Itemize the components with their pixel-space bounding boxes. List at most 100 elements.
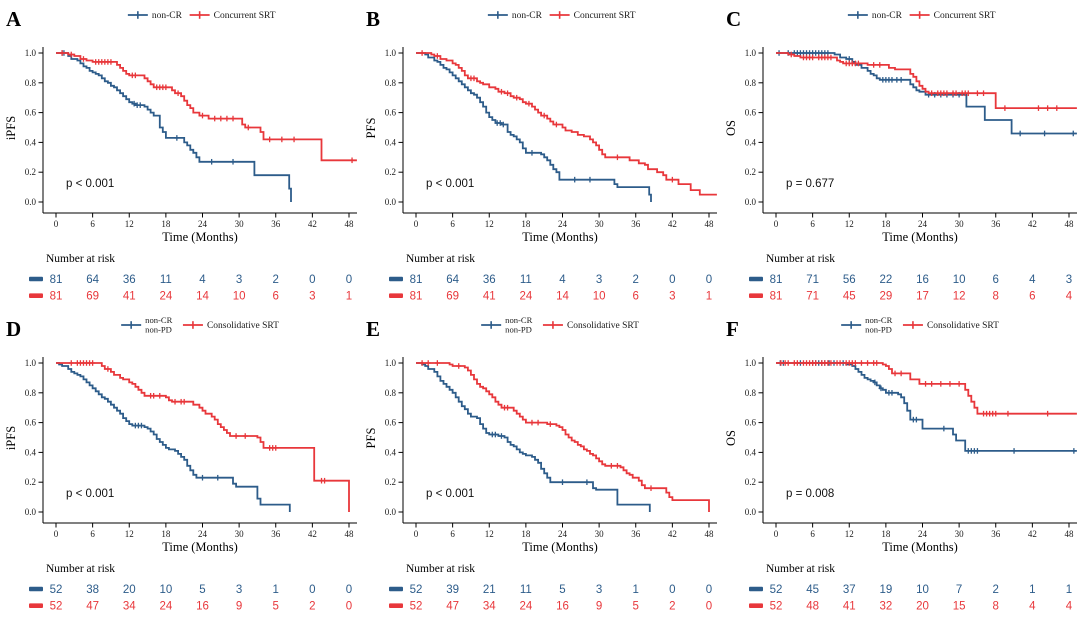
risk-count: 16 — [556, 601, 569, 613]
x-tick-label: 30 — [595, 219, 605, 229]
y-tick-label: 0.2 — [385, 477, 396, 487]
x-tick-label: 42 — [308, 529, 317, 539]
y-tick-label: 0.6 — [385, 418, 397, 428]
risk-count: 10 — [953, 274, 966, 286]
risk-count: 52 — [770, 601, 783, 613]
y-tick-label: 0.6 — [745, 418, 757, 428]
risk-count: 81 — [770, 291, 783, 303]
x-tick-label: 36 — [991, 529, 1001, 539]
risk-count: 11 — [520, 274, 532, 286]
x-tick-label: 12 — [845, 219, 854, 229]
risk-count: 47 — [86, 601, 99, 613]
y-tick-label: 0.0 — [745, 507, 757, 517]
x-tick-label: 48 — [344, 219, 354, 229]
x-axis-title: Time (Months) — [882, 540, 958, 554]
risk-count: 81 — [770, 274, 783, 286]
risk-table-header: Number at risk — [406, 253, 475, 265]
y-tick-label: 0.0 — [25, 197, 37, 207]
risk-table: Number at risk 81 64 36 11 4 3 2 0 0 81 69 41 24 14 10 6… — [389, 253, 712, 303]
risk-count: 64 — [446, 274, 459, 286]
x-tick-label: 30 — [235, 529, 245, 539]
x-tick-label: 36 — [271, 529, 281, 539]
risk-count: 16 — [196, 601, 209, 613]
x-tick-label: 18 — [161, 219, 171, 229]
risk-table-header: Number at risk — [46, 253, 115, 265]
panel-label: C — [726, 7, 741, 31]
x-tick-label: 30 — [955, 219, 965, 229]
risk-count: 1 — [633, 584, 639, 596]
risk-count: 48 — [806, 601, 819, 613]
risk-count: 3 — [596, 584, 602, 596]
risk-count: 5 — [633, 601, 639, 613]
risk-count: 0 — [346, 274, 352, 286]
panel-label: E — [366, 317, 380, 341]
risk-count: 3 — [236, 274, 242, 286]
risk-count: 6 — [993, 274, 999, 286]
risk-count: 24 — [159, 291, 172, 303]
y-tick-label: 0.2 — [385, 167, 396, 177]
risk-count: 81 — [410, 274, 423, 286]
x-tick-label: 0 — [414, 219, 419, 229]
y-tick-label: 0.0 — [25, 507, 37, 517]
y-tick-label: 0.4 — [385, 447, 397, 457]
y-tick-label: 0.8 — [745, 78, 757, 88]
risk-count: 6 — [273, 291, 279, 303]
x-tick-label: 36 — [631, 219, 641, 229]
risk-count: 19 — [879, 584, 892, 596]
risk-row-swatch — [389, 276, 403, 282]
x-tick-label: 18 — [161, 529, 171, 539]
risk-count: 71 — [806, 291, 819, 303]
risk-count: 2 — [633, 274, 639, 286]
x-tick-label: 36 — [271, 219, 281, 229]
p-value-label: p < 0.001 — [426, 488, 474, 500]
legend-label: Concurrent SRT — [574, 11, 636, 21]
x-tick-label: 24 — [918, 529, 928, 539]
x-tick-label: 18 — [881, 529, 891, 539]
risk-count: 8 — [993, 601, 999, 613]
risk-row-swatch — [29, 293, 43, 298]
risk-count: 39 — [446, 584, 459, 596]
risk-row-swatch — [749, 293, 763, 298]
x-tick-label: 24 — [198, 529, 208, 539]
legend-item-non-cr: non-CR — [127, 11, 183, 21]
x-axis-title: Time (Months) — [522, 230, 598, 244]
y-tick-label: 0.0 — [385, 197, 397, 207]
risk-count: 2 — [669, 601, 675, 613]
y-tick-label: 0.6 — [385, 108, 397, 118]
legend-label: non-CR — [152, 11, 183, 21]
risk-count: 41 — [843, 601, 856, 613]
y-axis-title: OS — [724, 120, 738, 136]
legend-item-non-cr: non-CR — [487, 11, 543, 21]
x-tick-label: 42 — [1028, 219, 1037, 229]
y-axis-title: PFS — [364, 428, 378, 449]
km-curve-consolidative-srt — [416, 362, 710, 512]
risk-count: 81 — [410, 291, 423, 303]
x-tick-label: 24 — [198, 219, 208, 229]
y-tick-label: 0.0 — [385, 507, 397, 517]
x-tick-label: 42 — [668, 219, 677, 229]
x-tick-label: 6 — [90, 219, 95, 229]
risk-count: 52 — [50, 584, 63, 596]
legend-label-line1: non-CR — [145, 315, 172, 325]
x-tick-label: 12 — [125, 529, 134, 539]
risk-count: 71 — [806, 274, 819, 286]
risk-count: 69 — [86, 291, 99, 303]
risk-count: 14 — [196, 291, 209, 303]
risk-count: 22 — [879, 274, 892, 286]
risk-count: 1 — [346, 291, 352, 303]
p-value-label: p < 0.001 — [66, 488, 114, 500]
censor-marks-non-cr — [494, 120, 593, 183]
risk-count: 14 — [556, 291, 569, 303]
risk-count: 81 — [50, 274, 63, 286]
risk-count: 81 — [50, 291, 63, 303]
legend-item-concurrent-srt: Concurrent SRT — [909, 11, 996, 21]
y-tick-label: 0.4 — [745, 137, 757, 147]
risk-count: 0 — [706, 584, 712, 596]
